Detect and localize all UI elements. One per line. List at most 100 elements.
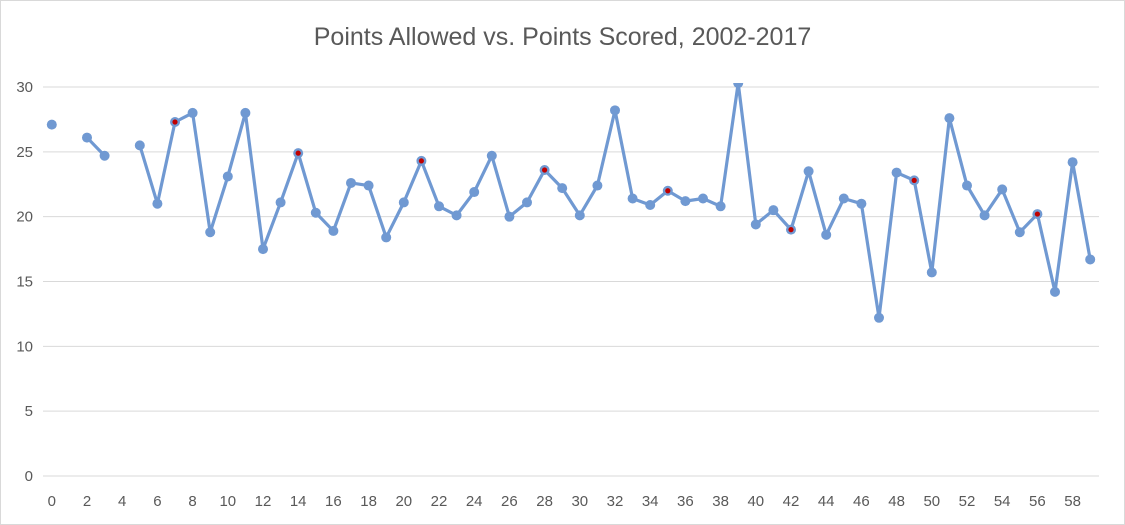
x-tick-label: 10 — [219, 493, 236, 510]
data-point — [346, 177, 356, 188]
x-tick-label: 6 — [153, 493, 161, 510]
data-point — [82, 132, 92, 143]
data-point — [698, 193, 708, 204]
data-point — [398, 197, 409, 208]
x-tick-label: 8 — [188, 493, 196, 510]
data-point — [891, 167, 902, 178]
x-tick-label: 54 — [994, 493, 1011, 510]
y-tick-label: 30 — [16, 79, 33, 96]
x-tick-label: 46 — [853, 493, 870, 510]
x-axis-labels: 0 2 4 6 8 10 12 14 16 18 20 22 24 26 28 30 32 34 36 38 40 42 4… — [48, 493, 1081, 510]
data-point — [733, 83, 744, 89]
y-tick-label: 5 — [25, 403, 33, 420]
x-tick-label: 26 — [501, 493, 518, 510]
data-point — [645, 199, 656, 210]
data-point — [504, 211, 515, 222]
data-point — [997, 184, 1008, 195]
data-point — [381, 232, 392, 243]
x-tick-label: 20 — [395, 493, 412, 510]
x-tick-label: 42 — [783, 493, 800, 510]
data-point — [715, 201, 726, 212]
data-point — [134, 140, 145, 151]
data-point — [187, 107, 198, 118]
data-point — [99, 150, 110, 161]
x-tick-label: 12 — [255, 493, 272, 510]
highlighted-point-marker — [418, 158, 424, 164]
data-point — [874, 312, 884, 323]
data-point — [434, 201, 444, 212]
highlighted-point-marker — [665, 188, 671, 194]
data-point — [1085, 254, 1096, 265]
highlighted-point-marker — [911, 177, 917, 183]
highlighted-point-marker — [172, 119, 178, 125]
highlighted-point-marker — [542, 167, 548, 173]
data-point — [768, 205, 779, 216]
x-tick-label: 4 — [118, 493, 126, 510]
x-tick-label: 48 — [888, 493, 905, 510]
data-point — [222, 171, 233, 182]
x-tick-label: 36 — [677, 493, 694, 510]
x-tick-label: 52 — [959, 493, 976, 510]
highlighted-point-marker — [1034, 211, 1040, 217]
data-point — [962, 180, 972, 191]
data-point — [522, 197, 532, 208]
series-line — [85, 83, 1092, 320]
data-point — [469, 187, 480, 198]
data-point — [205, 227, 216, 238]
data-point — [258, 244, 268, 255]
x-tick-label: 58 — [1064, 493, 1081, 510]
data-point — [1050, 286, 1060, 297]
data-point — [1067, 157, 1078, 168]
highlighted-point-marker — [788, 227, 794, 233]
data-point — [979, 210, 990, 221]
y-tick-label: 25 — [16, 144, 33, 161]
data-point — [46, 119, 57, 130]
data-point — [821, 229, 832, 240]
highlighted-point-marker — [295, 150, 301, 156]
chart-title: Points Allowed vs. Points Scored, 2002-2… — [313, 23, 812, 51]
data-point — [363, 180, 374, 191]
x-tick-label: 30 — [571, 493, 588, 510]
data-point — [451, 210, 462, 221]
x-tick-label: 40 — [747, 493, 764, 510]
gridlines — [43, 86, 1099, 477]
x-tick-label: 44 — [818, 493, 835, 510]
x-tick-label: 24 — [466, 493, 483, 510]
data-point — [592, 180, 603, 191]
data-points — [46, 83, 1096, 323]
x-tick-label: 18 — [360, 493, 377, 510]
data-point — [803, 166, 814, 177]
x-tick-label: 56 — [1029, 493, 1046, 510]
data-point — [750, 219, 761, 230]
data-point — [838, 193, 849, 204]
x-tick-label: 38 — [712, 493, 729, 510]
y-tick-label: 20 — [16, 209, 33, 226]
data-point — [680, 196, 691, 207]
x-tick-label: 22 — [431, 493, 448, 510]
data-point — [1014, 227, 1025, 238]
x-tick-label: 16 — [325, 493, 342, 510]
x-tick-label: 34 — [642, 493, 659, 510]
data-point — [310, 207, 321, 218]
x-tick-label: 2 — [83, 493, 91, 510]
y-tick-label: 15 — [16, 274, 33, 291]
data-point — [944, 113, 955, 124]
data-point — [328, 225, 339, 236]
x-tick-label: 0 — [48, 493, 56, 510]
x-tick-label: 14 — [290, 493, 307, 510]
data-point — [856, 198, 867, 209]
data-point — [926, 267, 937, 278]
data-point — [627, 193, 638, 204]
x-tick-label: 32 — [607, 493, 624, 510]
data-point — [557, 183, 568, 194]
data-point — [610, 105, 620, 116]
x-tick-label: 28 — [536, 493, 553, 510]
x-tick-label: 50 — [923, 493, 940, 510]
y-axis-labels: 0 5 10 15 20 25 30 — [16, 79, 33, 485]
data-point — [152, 198, 163, 209]
data-point — [574, 210, 585, 221]
y-tick-label: 0 — [25, 468, 33, 485]
data-point — [240, 107, 251, 118]
